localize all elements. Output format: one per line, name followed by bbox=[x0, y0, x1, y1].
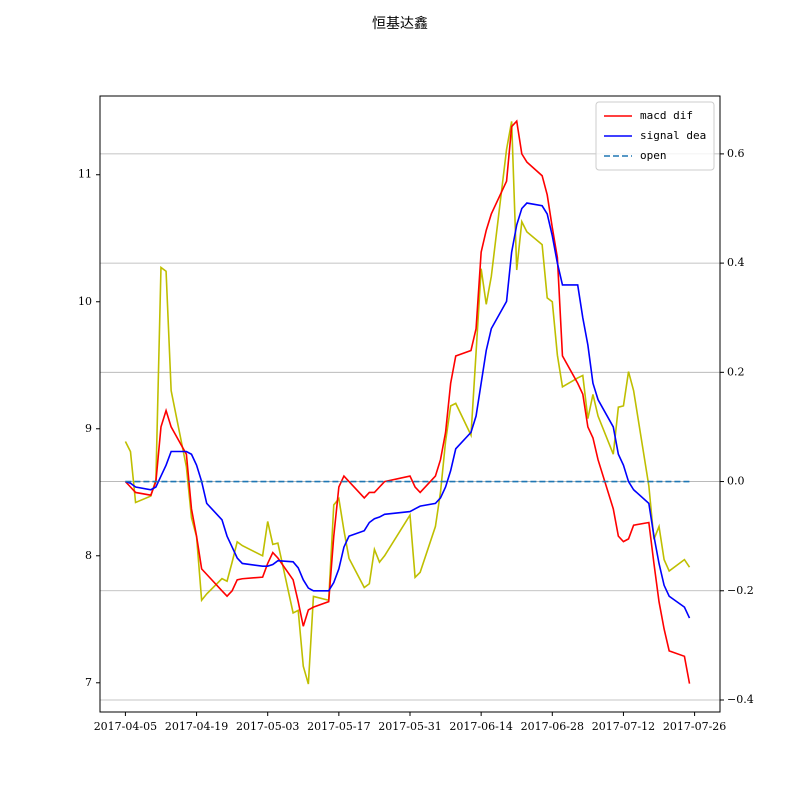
y2-tick-label: −0.4 bbox=[727, 693, 754, 706]
legend-box bbox=[595, 101, 715, 171]
legend-label: signal dea bbox=[640, 129, 706, 142]
y-tick-label: 11 bbox=[78, 168, 92, 181]
y2-tick-label: 0.0 bbox=[727, 475, 745, 488]
legend: macd dif signal dea open bbox=[595, 101, 715, 171]
y-tick-label: 9 bbox=[85, 422, 92, 435]
x-tick-label: 2017-07-12 bbox=[592, 720, 655, 733]
x-tick-label: 2017-04-19 bbox=[165, 720, 228, 733]
x-tick-label: 2017-04-05 bbox=[94, 720, 157, 733]
legend-label: open bbox=[640, 149, 667, 162]
y-tick-label: 8 bbox=[85, 549, 92, 562]
x-tick-label: 2017-05-03 bbox=[236, 720, 299, 733]
x-tick-label: 2017-06-14 bbox=[449, 720, 512, 733]
x-tick-label: 2017-07-26 bbox=[663, 720, 726, 733]
y2-tick-label: 0.6 bbox=[727, 147, 745, 160]
x-tick-label: 2017-05-17 bbox=[307, 720, 370, 733]
series-line bbox=[124, 119, 691, 684]
plot-frame bbox=[99, 95, 721, 713]
chart-title: 恒基达鑫 bbox=[372, 15, 428, 32]
y2-tick-label: −0.2 bbox=[727, 584, 754, 597]
x-tick-label: 2017-05-31 bbox=[378, 720, 441, 733]
series-line bbox=[125, 202, 691, 619]
x-tick-label: 2017-06-28 bbox=[521, 720, 584, 733]
y-tick-label: 7 bbox=[85, 676, 92, 689]
y2-tick-label: 0.2 bbox=[727, 365, 745, 378]
y2-tick-label: 0.4 bbox=[727, 256, 745, 269]
y-tick-label: 10 bbox=[78, 295, 92, 308]
legend-label: macd dif bbox=[640, 109, 693, 122]
series-line bbox=[124, 121, 691, 685]
